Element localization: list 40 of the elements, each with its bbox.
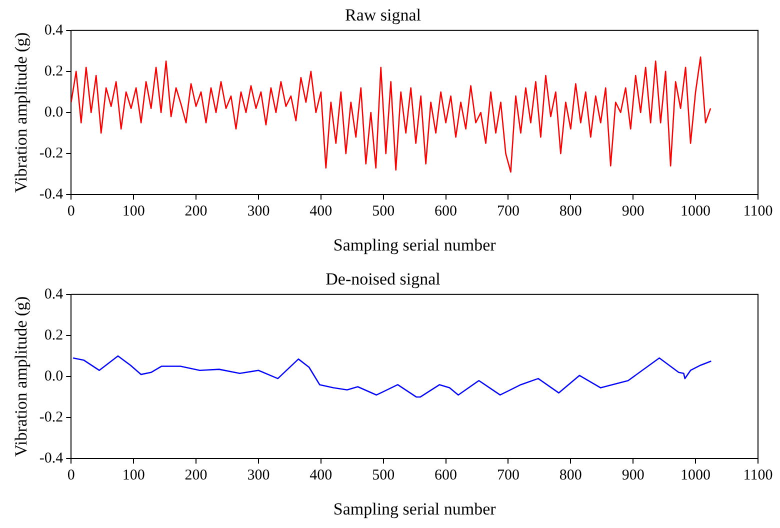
x-tick-label: 0	[67, 468, 75, 484]
x-tick-label: 0	[67, 204, 75, 220]
y-tick-label: 0.4	[44, 286, 64, 302]
y-tick-label: -0.4	[39, 450, 64, 467]
y-tick-label: -0.4	[39, 186, 64, 203]
chart-title: Raw signal	[344, 6, 422, 25]
x-tick-label: 800	[559, 204, 582, 220]
y-tick-label: -0.2	[39, 145, 64, 162]
x-tick-label: 400	[310, 204, 332, 220]
y-axis-title: Vibration amplitude (g)	[12, 296, 31, 457]
x-tick-label: 100	[122, 204, 145, 220]
x-axis-title: Sampling serial number	[333, 499, 496, 518]
chart-title: De-noised signal	[326, 270, 441, 289]
x-tick-label: 800	[559, 468, 582, 484]
x-tick-label: 200	[184, 468, 208, 484]
y-tick-label: 0.4	[44, 22, 64, 38]
x-tick-label: 700	[496, 468, 520, 484]
x-tick-label: 900	[622, 468, 644, 484]
x-tick-label: 300	[247, 468, 270, 484]
x-tick-label: 300	[247, 204, 270, 220]
x-tick-label: 400	[310, 468, 332, 484]
x-tick-label: 100	[122, 468, 145, 484]
x-tick-label: 500	[372, 204, 395, 220]
x-tick-label: 500	[372, 468, 395, 484]
x-axis-title: Sampling serial number	[333, 235, 496, 254]
y-tick-label: -0.2	[39, 409, 64, 426]
y-tick-label: 0.0	[44, 368, 64, 384]
y-tick-label: 0.2	[44, 327, 64, 344]
x-tick-label: 700	[496, 204, 520, 220]
y-tick-label: 0.2	[44, 63, 64, 80]
y-axis-title: Vibration amplitude (g)	[12, 32, 31, 193]
x-tick-label: 900	[622, 204, 644, 220]
x-tick-label: 1000	[680, 204, 711, 220]
x-tick-label: 200	[184, 204, 208, 220]
x-tick-label: 1100	[743, 204, 773, 220]
x-tick-label: 600	[434, 468, 458, 484]
x-tick-label: 1100	[743, 468, 773, 484]
y-tick-label: 0.0	[44, 104, 64, 120]
x-tick-label: 600	[434, 204, 458, 220]
x-tick-label: 1000	[680, 468, 711, 484]
